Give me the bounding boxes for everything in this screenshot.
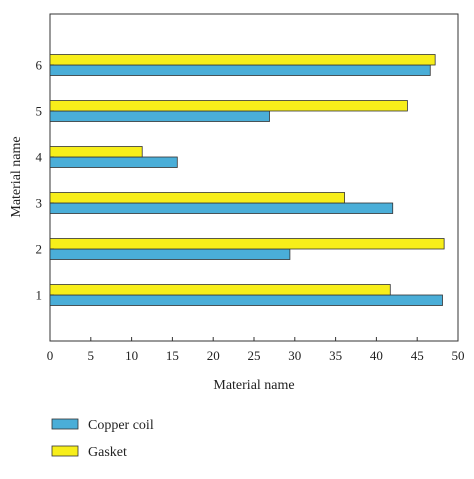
legend-swatch-copper-coil xyxy=(51,418,79,430)
x-tick-label: 5 xyxy=(88,348,95,363)
bar-copper-coil-2 xyxy=(49,248,291,260)
y-tick-label: 4 xyxy=(36,150,43,165)
x-tick-label: 45 xyxy=(411,348,424,363)
bar-copper-coil-1 xyxy=(49,294,443,306)
legend-label-copper-coil: Copper coil xyxy=(88,418,154,433)
bar-copper-coil-6 xyxy=(49,64,431,76)
y-tick-label: 2 xyxy=(36,242,43,257)
y-tick-label: 1 xyxy=(36,288,43,303)
y-axis-title: Material name xyxy=(9,136,24,217)
x-tick-label: 35 xyxy=(329,348,342,363)
x-tick-label: 30 xyxy=(288,348,301,363)
bar-gasket-5 xyxy=(49,100,408,112)
x-tick-label: 0 xyxy=(47,348,54,363)
bar-copper-coil-3 xyxy=(49,202,394,214)
bar-copper-coil-4 xyxy=(49,156,178,168)
x-ticks-group: 0 5 10 15 20 25 30 35 40 45 50 xyxy=(47,337,465,363)
x-tick-label: 25 xyxy=(248,348,261,363)
x-tick-label: 15 xyxy=(166,348,179,363)
legend-swatch-gasket xyxy=(51,445,79,457)
x-tick-label: 50 xyxy=(452,348,465,363)
legend: Copper coil Gasket xyxy=(51,418,154,460)
x-axis-title: Material name xyxy=(213,378,294,393)
y-tick-label: 5 xyxy=(36,104,43,119)
y-tick-label: 3 xyxy=(36,196,43,211)
bar-gasket-6 xyxy=(49,54,436,66)
legend-label-gasket: Gasket xyxy=(88,445,127,460)
bar-copper-coil-5 xyxy=(49,110,270,122)
x-tick-label: 40 xyxy=(370,348,383,363)
y-ticks-group: 1 2 3 4 5 6 xyxy=(36,58,54,303)
bar-gasket-4 xyxy=(49,146,143,158)
x-tick-label: 10 xyxy=(125,348,138,363)
bars-group xyxy=(49,54,445,306)
y-tick-label: 6 xyxy=(36,58,43,73)
bar-gasket-3 xyxy=(49,192,345,204)
bar-gasket-2 xyxy=(49,238,445,250)
bar-gasket-1 xyxy=(49,284,391,296)
x-tick-label: 20 xyxy=(207,348,220,363)
